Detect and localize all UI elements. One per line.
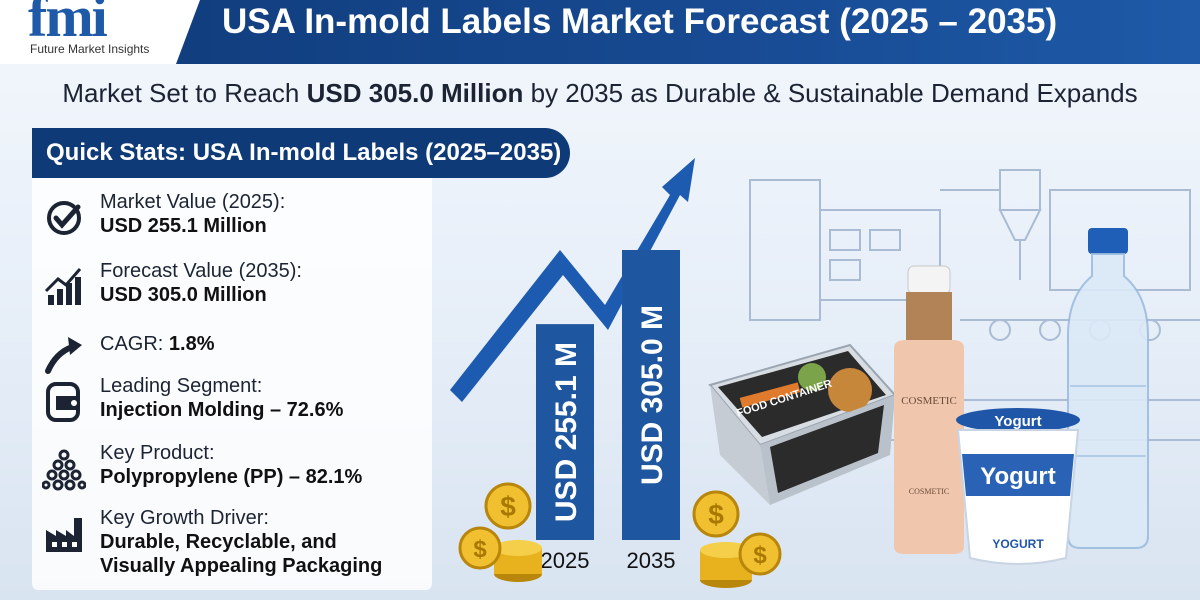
stat-label: Leading Segment:: [100, 375, 263, 397]
svg-text:$: $: [473, 536, 487, 563]
quick-stats-panel: [32, 170, 432, 590]
bar-2035: [622, 250, 680, 540]
coin-stack-right: $ $: [692, 490, 782, 588]
yogurt-lid-text: Yogurt: [994, 413, 1041, 430]
cosmetic-bottle-product: COSMETIC COSMETIC: [894, 265, 964, 554]
yogurt-cup-product: Yogurt Yogurt YOGURT: [956, 408, 1080, 565]
stat-value: USD 255.1 Million: [100, 215, 267, 237]
logo-text: Future Market Insights: [30, 42, 150, 56]
bar-value-label: USD 255.1 M: [550, 342, 583, 522]
bar-2025: [536, 324, 594, 540]
stat-forecast-value: Forecast Value (2035): USD 305.0 Million: [42, 259, 432, 319]
stat-label: Forecast Value (2035):: [100, 260, 302, 282]
x-tick-label: 2025: [541, 548, 590, 573]
header-banner: fmi Future Market Insights USA In-mold L…: [0, 0, 1200, 64]
arrow-up-icon: [45, 337, 82, 374]
stat-value-line2: Visually Appealing Packaging: [100, 555, 383, 577]
yogurt-main-text: Yogurt: [980, 463, 1056, 490]
check-circle-icon: [47, 201, 81, 235]
food-container-product: FOOD CONTAINER: [708, 343, 897, 505]
stat-value: USD 305.0 Million: [100, 284, 267, 306]
bar-growth-icon: [44, 268, 82, 305]
stat-value: Durable, Recyclable, and: [100, 531, 337, 553]
cosmetic-sublabel: COSMETIC: [909, 487, 949, 496]
stat-market-value: Market Value (2025): USD 255.1 Million: [42, 190, 432, 250]
stat-leading-segment: Leading Segment: Injection Molding – 72.…: [42, 374, 432, 434]
subtitle-suffix: by 2035 as Durable & Sustainable Demand …: [523, 78, 1138, 108]
stat-value: Injection Molding – 72.6%: [100, 399, 344, 421]
svg-text:$: $: [708, 499, 724, 530]
stat-cagr: CAGR: 1.8%: [42, 327, 432, 387]
factory-icon: [46, 518, 82, 552]
stat-key-product: Key Product: Polypropylene (PP) – 82.1%: [42, 441, 432, 501]
forecast-bar-chart: USD 255.1 M 2025 USD 305.0 M 2035: [450, 158, 695, 573]
stat-value: Polypropylene (PP) – 82.1%: [100, 466, 363, 488]
logo[interactable]: fmi Future Market Insights: [0, 0, 200, 64]
stat-label: Key Growth Driver:: [100, 507, 269, 529]
yogurt-bottom-text: YOGURT: [992, 537, 1044, 551]
x-tick-label: 2035: [627, 548, 676, 573]
subtitle-prefix: Market Set to Reach: [62, 78, 307, 108]
label-tag-icon: [46, 382, 80, 422]
stat-growth-driver: Key Growth Driver: Durable, Recyclable, …: [42, 506, 432, 582]
svg-text:$: $: [753, 542, 767, 569]
stat-value: 1.8%: [168, 333, 215, 355]
pellets-icon: [42, 449, 86, 491]
water-bottle-product: [1067, 228, 1149, 549]
quick-stats-header: Quick Stats: USA In-mold Labels (2025–20…: [32, 128, 570, 178]
stat-label: CAGR:: [100, 333, 169, 355]
logo-mark: fmi: [28, 0, 108, 49]
subtitle: Market Set to Reach USD 305.0 Million by…: [0, 78, 1200, 109]
stat-label: Key Product:: [100, 442, 215, 464]
svg-text:$: $: [500, 491, 516, 522]
trend-arrow: [450, 158, 695, 402]
coin-stack-left: $ $: [458, 482, 542, 582]
page-title: USA In-mold Labels Market Forecast (2025…: [222, 2, 1058, 41]
stat-label: Market Value (2025):: [100, 191, 286, 213]
subtitle-highlight: USD 305.0 Million: [306, 78, 524, 108]
stat-cagr-line: CAGR: 1.8%: [100, 332, 215, 356]
cosmetic-label: COSMETIC: [901, 395, 957, 407]
bar-value-label: USD 305.0 M: [636, 305, 669, 485]
